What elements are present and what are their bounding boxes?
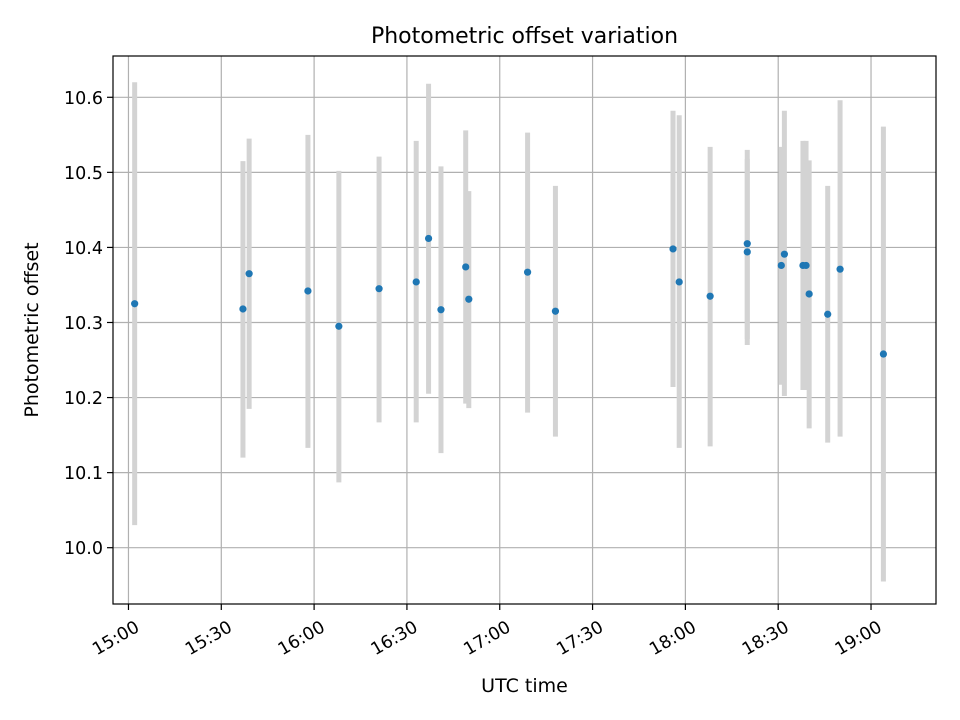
x-tick-label: 16:00	[275, 617, 329, 660]
grid-lines	[113, 56, 936, 604]
data-point	[412, 278, 420, 286]
data-points	[131, 234, 888, 358]
y-axis-label: Photometric offset	[21, 242, 43, 417]
data-point	[239, 305, 247, 313]
data-point	[805, 290, 813, 298]
data-point	[462, 263, 470, 271]
x-tick-label: 17:30	[553, 617, 607, 660]
data-point	[824, 310, 832, 318]
chart-title: Photometric offset variation	[371, 24, 678, 49]
data-point	[743, 240, 751, 248]
data-point	[523, 268, 532, 276]
data-point	[743, 248, 751, 256]
data-point	[551, 307, 560, 315]
axis-ticks: 10.0 10.1 10.2 10.3 10.4 10.5 10.6 15:00 15:30 16…	[64, 89, 885, 660]
x-tick-label: 15:00	[89, 617, 143, 660]
data-point	[675, 278, 683, 286]
x-tick-label: 16:30	[368, 617, 422, 660]
x-tick-label: 19:00	[832, 617, 886, 660]
data-point	[424, 234, 433, 243]
data-point	[777, 261, 785, 270]
data-point	[780, 250, 788, 258]
plot-frame	[112, 55, 937, 605]
data-point	[245, 270, 253, 278]
data-point	[465, 295, 473, 303]
data-point	[706, 292, 714, 300]
data-point	[836, 265, 844, 273]
data-point	[802, 261, 810, 270]
x-tick-label: 17:00	[461, 617, 515, 660]
x-tick-label: 18:00	[646, 617, 700, 660]
x-tick-label: 15:30	[182, 617, 236, 660]
y-tick-label: 10.2	[64, 389, 103, 409]
data-point	[879, 350, 888, 358]
data-point	[437, 306, 445, 314]
y-tick-label: 10.0	[64, 539, 103, 559]
y-tick-label: 10.1	[64, 464, 103, 484]
data-point	[375, 285, 383, 293]
y-tick-label: 10.5	[64, 164, 103, 184]
y-tick-label: 10.4	[64, 239, 103, 259]
x-axis-label: UTC time	[481, 675, 568, 697]
error-bars	[132, 82, 886, 582]
data-point	[335, 322, 343, 330]
data-point	[131, 300, 139, 308]
x-tick-label: 18:30	[739, 617, 793, 660]
y-tick-label: 10.6	[64, 89, 103, 109]
data-point	[304, 287, 312, 295]
data-point	[669, 245, 677, 253]
y-tick-label: 10.3	[64, 314, 103, 334]
